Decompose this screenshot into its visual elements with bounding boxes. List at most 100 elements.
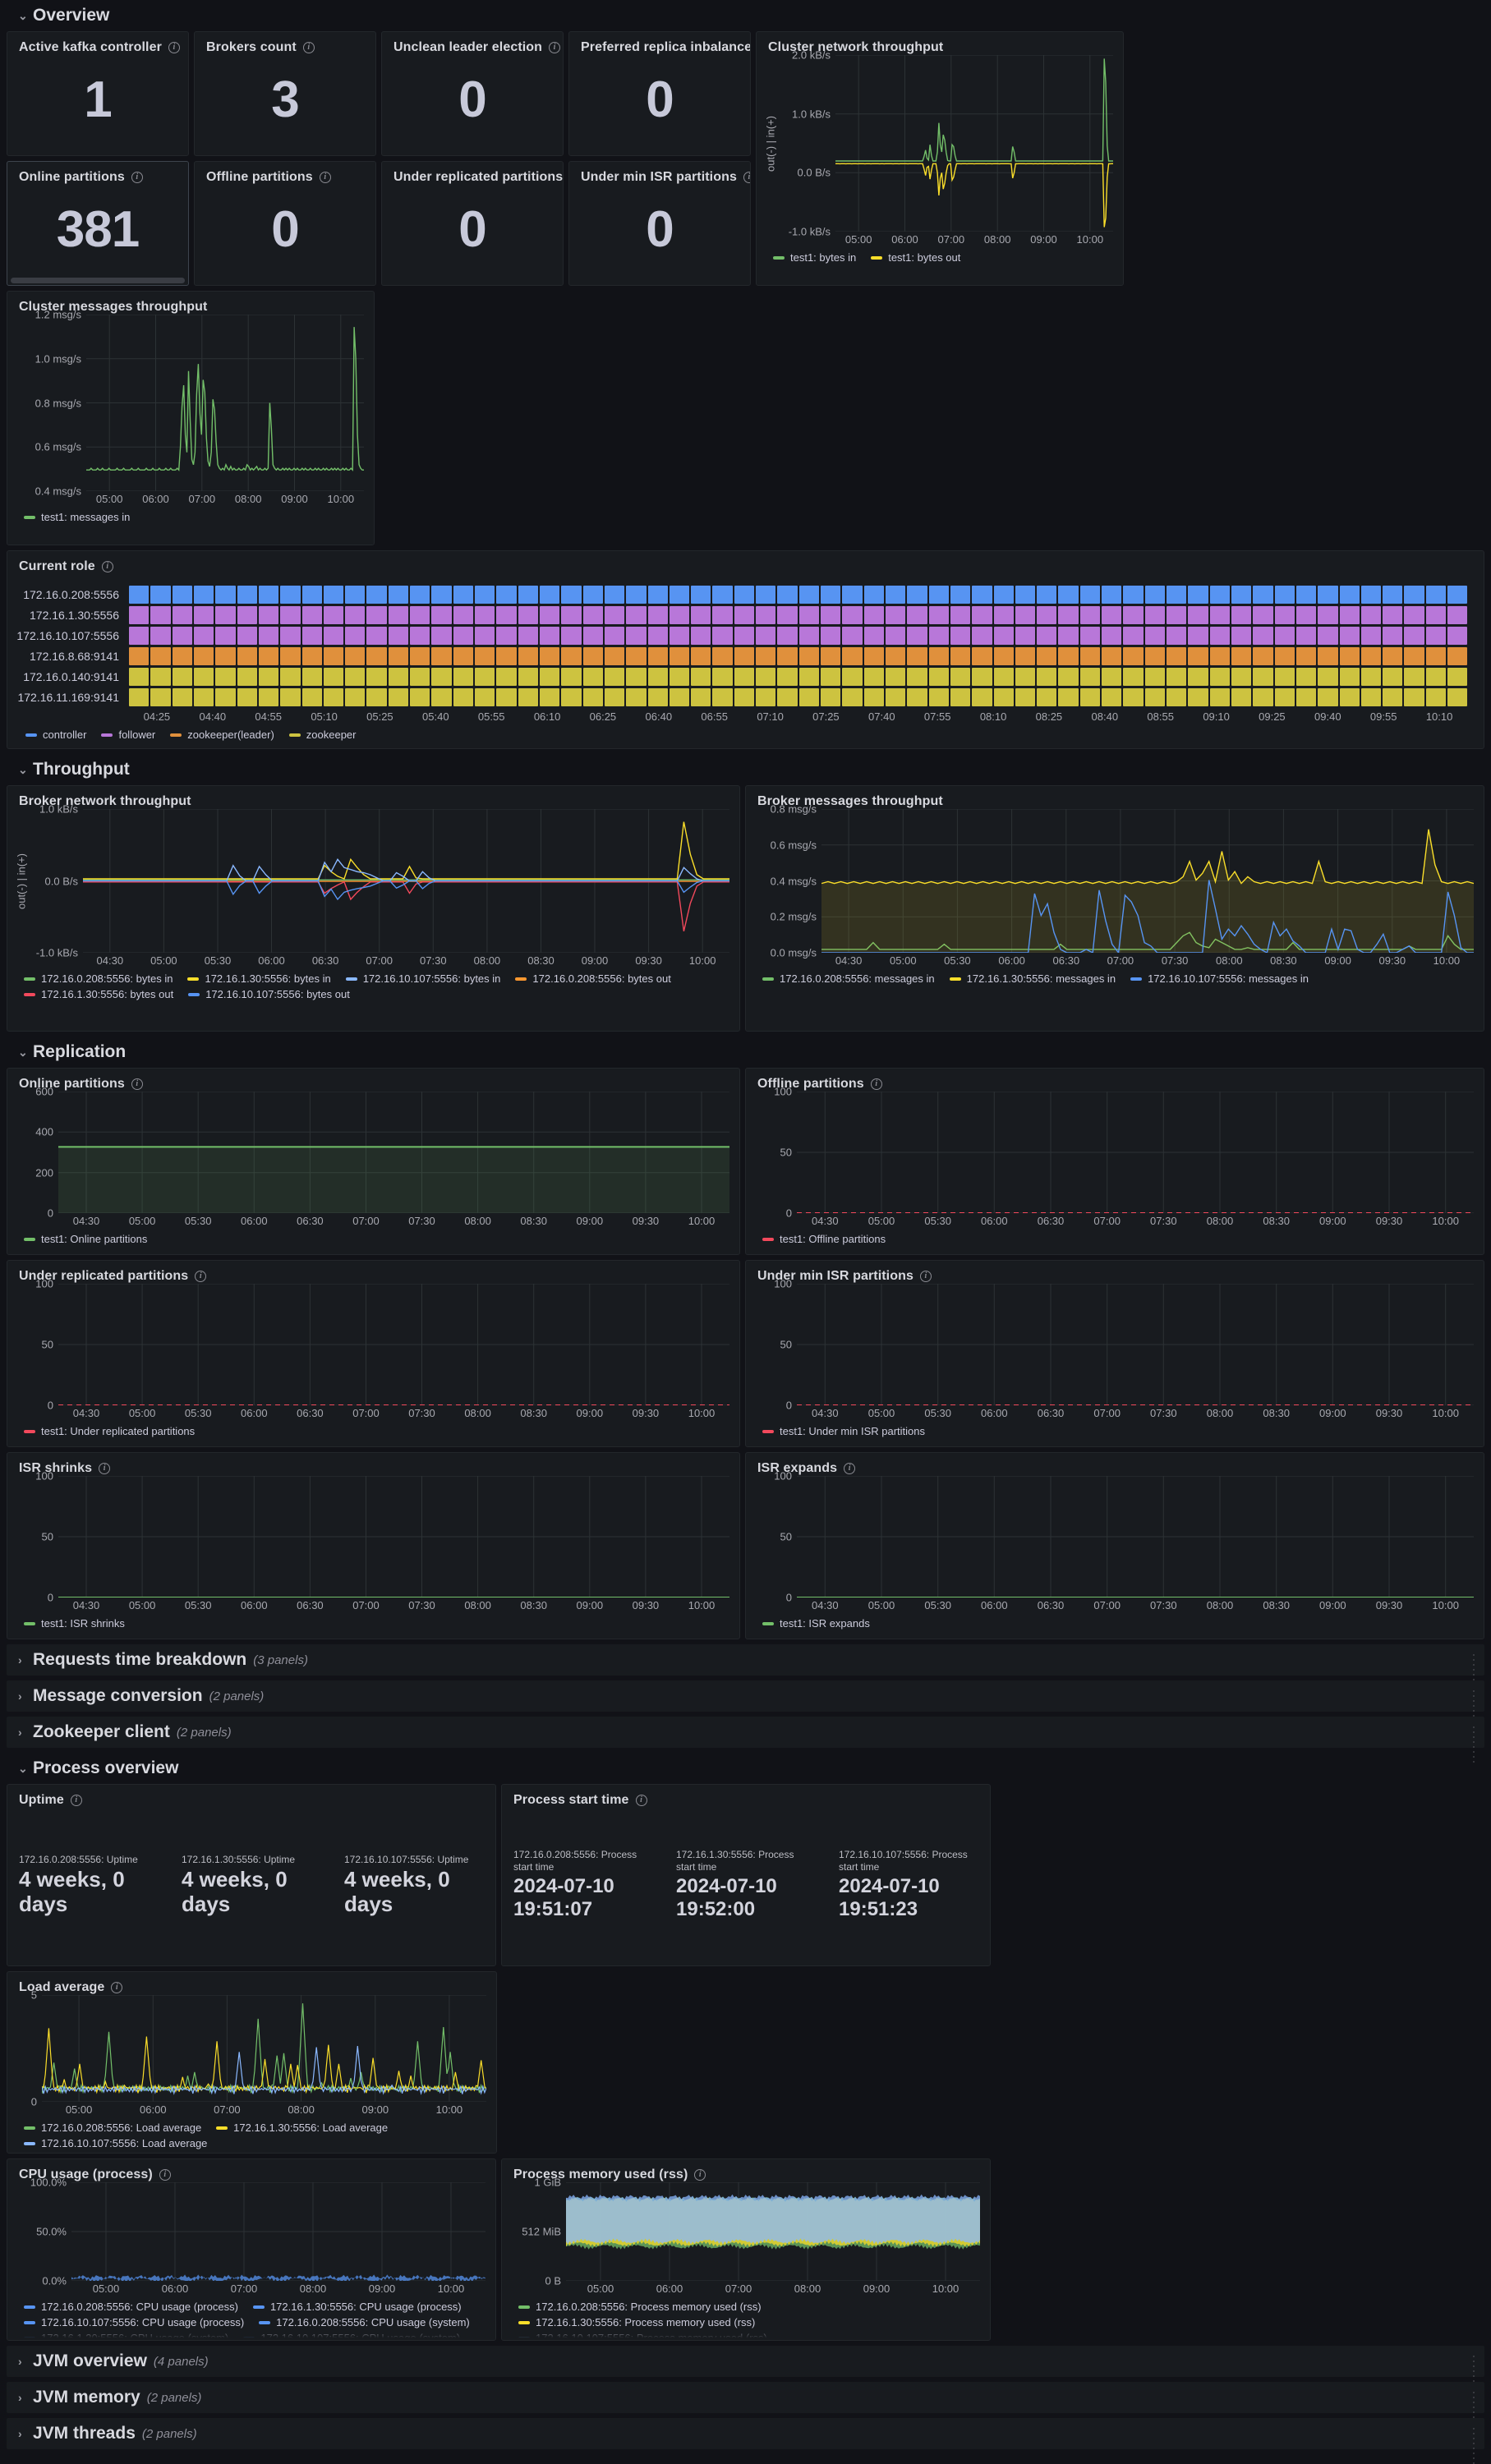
legend-item[interactable]: test1: Under replicated partitions bbox=[24, 1425, 195, 1437]
panel-cpu-usage-process[interactable]: CPU usage (process) i 100.0% 50.0% 0.0% 05:00… bbox=[7, 2158, 496, 2341]
row-collapsed-requests-time-breakdown[interactable]: › Requests time breakdown (3 panels) bbox=[7, 1644, 1484, 1690]
legend-item[interactable]: 172.16.1.30:5556: Process memory used (r… bbox=[518, 2316, 755, 2328]
drag-handle-icon[interactable] bbox=[1471, 2354, 1479, 2392]
legend-item[interactable]: 172.16.10.107:5556: Load average bbox=[24, 2137, 207, 2149]
info-icon[interactable]: i bbox=[111, 1982, 123, 1993]
legend-item[interactable]: 172.16.1.30:5556: CPU usage (process) bbox=[252, 2301, 462, 2313]
legend-item[interactable]: 172.16.10.107:5556: bytes in bbox=[345, 972, 500, 985]
legend-item[interactable]: test1: messages in bbox=[24, 511, 130, 523]
legend-item[interactable]: test1: Offline partitions bbox=[762, 1233, 886, 1245]
legend-item[interactable]: test1: ISR shrinks bbox=[24, 1617, 125, 1630]
row-collapsed-message-conversion[interactable]: › Message conversion (2 panels) bbox=[7, 1680, 1484, 1726]
info-icon[interactable]: i bbox=[694, 2169, 706, 2181]
drag-handle-icon[interactable] bbox=[1471, 1689, 1479, 1726]
legend-item[interactable]: test1: bytes out bbox=[871, 251, 960, 264]
legend-item[interactable]: zookeeper bbox=[288, 729, 357, 741]
x-axis: 05:00 06:00 07:00 08:00 09:00 10:00 bbox=[502, 2281, 990, 2297]
legend-item[interactable]: test1: Under min ISR partitions bbox=[762, 1425, 925, 1437]
panel-broker-network-throughput[interactable]: Broker network throughput out(-) | in(+) 1… bbox=[7, 785, 740, 1032]
info-icon[interactable]: i bbox=[870, 1078, 882, 1090]
panel-process-start-time[interactable]: Process start time i 172.16.0.208:5556: Pr… bbox=[501, 1784, 991, 1966]
legend-item[interactable]: 172.16.10.107:5556: messages in bbox=[1130, 972, 1309, 985]
stat-panel-under-min-isr-partitions[interactable]: Under min ISR partitions i 0 bbox=[568, 161, 751, 286]
row-collapsed-jvm-memory[interactable]: › JVM memory (2 panels) bbox=[7, 2382, 1484, 2428]
row-collapsed-jvm-threads[interactable]: › JVM threads (2 panels) bbox=[7, 2418, 1484, 2464]
row-collapsed-zookeeper-client[interactable]: › Zookeeper client (2 panels) bbox=[7, 1717, 1484, 1763]
info-icon[interactable]: i bbox=[844, 1463, 856, 1474]
info-icon[interactable]: i bbox=[131, 1078, 143, 1090]
legend-item[interactable]: 172.16.10.107:5556: Process memory used … bbox=[518, 2332, 767, 2340]
stat-panel-preferred-replica-inbalance[interactable]: Preferred replica inbalancei 0 bbox=[568, 31, 751, 156]
info-icon[interactable]: i bbox=[635, 1795, 647, 1806]
legend-item[interactable]: test1: Online partitions bbox=[24, 1233, 147, 1245]
legend-item[interactable]: 172.16.0.208:5556: CPU usage (process) bbox=[24, 2301, 238, 2313]
row-header-overview[interactable]: ⌄ Overview bbox=[7, 0, 1484, 31]
row-header-jvm-memory[interactable]: › JVM memory (2 panels) bbox=[7, 2382, 1484, 2413]
stat-panel-brokers-count[interactable]: Brokers count i 3 bbox=[194, 31, 376, 156]
legend-item[interactable]: test1: ISR expands bbox=[762, 1617, 870, 1630]
panel-cluster-network-throughput[interactable]: Cluster network throughput out(-) | in(+)… bbox=[756, 31, 1124, 286]
legend-item[interactable]: 172.16.10.107:5556: bytes out bbox=[188, 988, 350, 1000]
panel-uptime[interactable]: Uptime i 172.16.0.208:5556: Uptime 4 weeks,… bbox=[7, 1784, 496, 1966]
row-header-jvm-overview[interactable]: › JVM overview (4 panels) bbox=[7, 2346, 1484, 2377]
legend-item[interactable]: 172.16.10.107:5556: CPU usage (process) bbox=[24, 2316, 244, 2328]
row-header-requests-time-breakdown[interactable]: › Requests time breakdown (3 panels) bbox=[7, 1644, 1484, 1676]
stat-panel-online-partitions[interactable]: Online partitions i 381 bbox=[7, 161, 189, 286]
row-header-message-conversion[interactable]: › Message conversion (2 panels) bbox=[7, 1680, 1484, 1712]
legend-item[interactable]: controller bbox=[25, 729, 86, 741]
legend-item[interactable]: 172.16.1.30:5556: Load average bbox=[216, 2122, 388, 2134]
legend-item[interactable]: 172.16.1.30:5556: bytes in bbox=[187, 972, 331, 985]
legend-item[interactable]: 172.16.0.208:5556: messages in bbox=[762, 972, 935, 985]
legend-item[interactable]: 172.16.0.208:5556: CPU usage (system) bbox=[259, 2316, 470, 2328]
info-icon[interactable]: i bbox=[319, 172, 331, 183]
row-collapsed-jvm-overview[interactable]: › JVM overview (4 panels) bbox=[7, 2346, 1484, 2392]
info-icon[interactable]: i bbox=[168, 42, 180, 53]
info-icon[interactable]: i bbox=[195, 1271, 207, 1282]
row-header-zookeeper-client[interactable]: › Zookeeper client (2 panels) bbox=[7, 1717, 1484, 1748]
panel-current-role[interactable]: Current role i 172.16.0.208:5556 172.16.1.3… bbox=[7, 550, 1484, 749]
stat-panel-active-kafka-controller[interactable]: Active kafka controller i 1 bbox=[7, 31, 189, 156]
info-icon[interactable]: i bbox=[70, 1795, 82, 1806]
row-header-throughput[interactable]: ⌄ Throughput bbox=[7, 754, 1484, 785]
legend-item[interactable]: follower bbox=[101, 729, 155, 741]
legend-item[interactable]: 172.16.10.107:5556: CPU usage (system) bbox=[243, 2332, 460, 2340]
drag-handle-icon[interactable] bbox=[1471, 1653, 1479, 1690]
legend-item[interactable]: zookeeper(leader) bbox=[170, 729, 274, 741]
info-icon[interactable]: i bbox=[919, 1271, 932, 1282]
info-icon[interactable]: i bbox=[743, 172, 750, 183]
panel-process-memory-used-rss[interactable]: Process memory used (rss) i 1 GiB 512 MiB 0 … bbox=[501, 2158, 991, 2341]
drag-handle-icon[interactable] bbox=[1471, 2426, 1479, 2464]
row-header-process-overview[interactable]: ⌄ Process overview bbox=[7, 1753, 1484, 1784]
legend-item[interactable]: 172.16.0.208:5556: Process memory used (… bbox=[518, 2301, 762, 2313]
panel-isr-shrinks[interactable]: ISR shrinks i 100 50 0 04:30 05:00 05:30 06:00 06… bbox=[7, 1452, 740, 1639]
row-header-replication[interactable]: ⌄ Replication bbox=[7, 1037, 1484, 1068]
panel-load-average[interactable]: Load average i 5 0 05:00 06:00 07:00 08:00 09:00… bbox=[7, 1971, 497, 2154]
panel-isr-expands[interactable]: ISR expands i 100 50 0 04:30 05:00 05:30 06:00 06… bbox=[745, 1452, 1484, 1639]
legend-item[interactable]: 172.16.1.30:5556: CPU usage (system) bbox=[24, 2332, 228, 2340]
legend-item[interactable]: test1: bytes in bbox=[773, 251, 856, 264]
panel-broker-messages-throughput[interactable]: Broker messages throughput 0.8 msg/s 0.6 m… bbox=[745, 785, 1484, 1032]
info-icon[interactable]: i bbox=[101, 561, 113, 572]
legend-item[interactable]: 172.16.1.30:5556: bytes out bbox=[24, 988, 173, 1000]
info-icon[interactable]: i bbox=[99, 1463, 111, 1474]
panel-online-partitions[interactable]: Online partitions i 600 400 200 0 04:30 05:00 05… bbox=[7, 1068, 740, 1255]
legend-item[interactable]: 172.16.0.208:5556: bytes out bbox=[515, 972, 671, 985]
drag-handle-icon[interactable] bbox=[1471, 1725, 1479, 1763]
info-icon[interactable]: i bbox=[159, 2169, 171, 2181]
panel-offline-partitions[interactable]: Offline partitions i 100 50 0 04:30 05:00 05:30… bbox=[745, 1068, 1484, 1255]
legend-item[interactable]: 172.16.0.208:5556: Load average bbox=[24, 2122, 201, 2134]
stat-panel-offline-partitions[interactable]: Offline partitions i 0 bbox=[194, 161, 376, 286]
panel-under-min-isr-partitions[interactable]: Under min ISR partitions i 100 50 0 04:30 05:0… bbox=[745, 1260, 1484, 1447]
panel-under-replicated-partitions[interactable]: Under replicated partitions i 100 50 0 04:30 0… bbox=[7, 1260, 740, 1447]
legend-item[interactable]: 172.16.1.30:5556: messages in bbox=[949, 972, 1116, 985]
row-header-jvm-threads[interactable]: › JVM threads (2 panels) bbox=[7, 2418, 1484, 2449]
panel-scrollbar[interactable] bbox=[11, 278, 185, 283]
info-icon[interactable]: i bbox=[549, 42, 561, 53]
drag-handle-icon[interactable] bbox=[1471, 2390, 1479, 2428]
panel-cluster-messages-throughput[interactable]: Cluster messages throughput 1.2 msg/s 1.0 … bbox=[7, 291, 375, 545]
info-icon[interactable]: i bbox=[131, 172, 143, 183]
info-icon[interactable]: i bbox=[302, 42, 315, 53]
legend-item[interactable]: 172.16.0.208:5556: bytes in bbox=[24, 972, 173, 985]
stat-panel-unclean-leader-election[interactable]: Unclean leader election i 0 bbox=[381, 31, 564, 156]
